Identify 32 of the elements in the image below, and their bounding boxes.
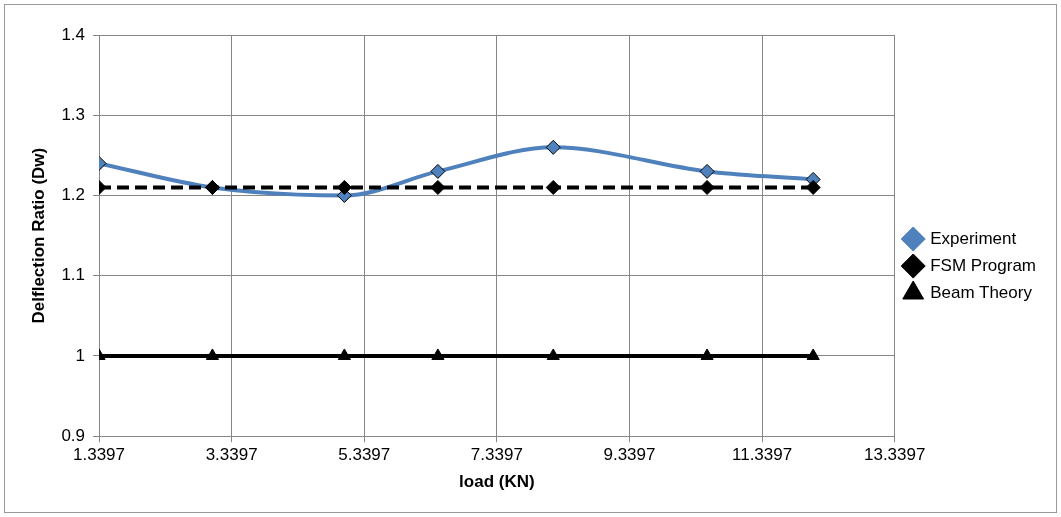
x-tick-label: 13.3397	[863, 445, 926, 465]
point	[699, 179, 715, 195]
x-tick-label: 1.3397	[73, 445, 126, 465]
point	[700, 348, 714, 360]
x-tick-label: 3.3397	[205, 445, 258, 465]
y-tick-label: 1.3	[61, 104, 86, 124]
point	[546, 348, 560, 360]
point	[699, 163, 715, 179]
x-tick-label: 7.3397	[470, 445, 523, 465]
point	[431, 348, 445, 360]
legend-label: Beam Theory	[930, 282, 1033, 302]
legend-label: FSM Program	[930, 255, 1036, 275]
point	[430, 163, 446, 179]
point	[545, 139, 561, 155]
point	[336, 179, 352, 195]
point	[205, 348, 219, 360]
y-tick-label: 1.1	[61, 265, 86, 285]
point	[430, 179, 446, 195]
point	[806, 348, 820, 360]
y-axis-title: Delflection Ratio (Dw)	[28, 147, 48, 324]
y-tick-label: 1.4	[61, 24, 86, 44]
y-tick-label: 1.2	[61, 185, 86, 205]
x-tick-label: 5.3397	[338, 445, 391, 465]
legend-label: Experiment	[930, 228, 1017, 248]
x-axis-title: load (KN)	[459, 472, 535, 492]
x-tick-label: 9.3397	[603, 445, 656, 465]
x-tick-label: 11.3397	[731, 445, 793, 465]
point	[337, 348, 351, 360]
point	[805, 179, 821, 195]
y-tick-label: 0.9	[61, 425, 86, 445]
y-tick-label: 1	[75, 345, 86, 365]
point	[545, 179, 561, 195]
